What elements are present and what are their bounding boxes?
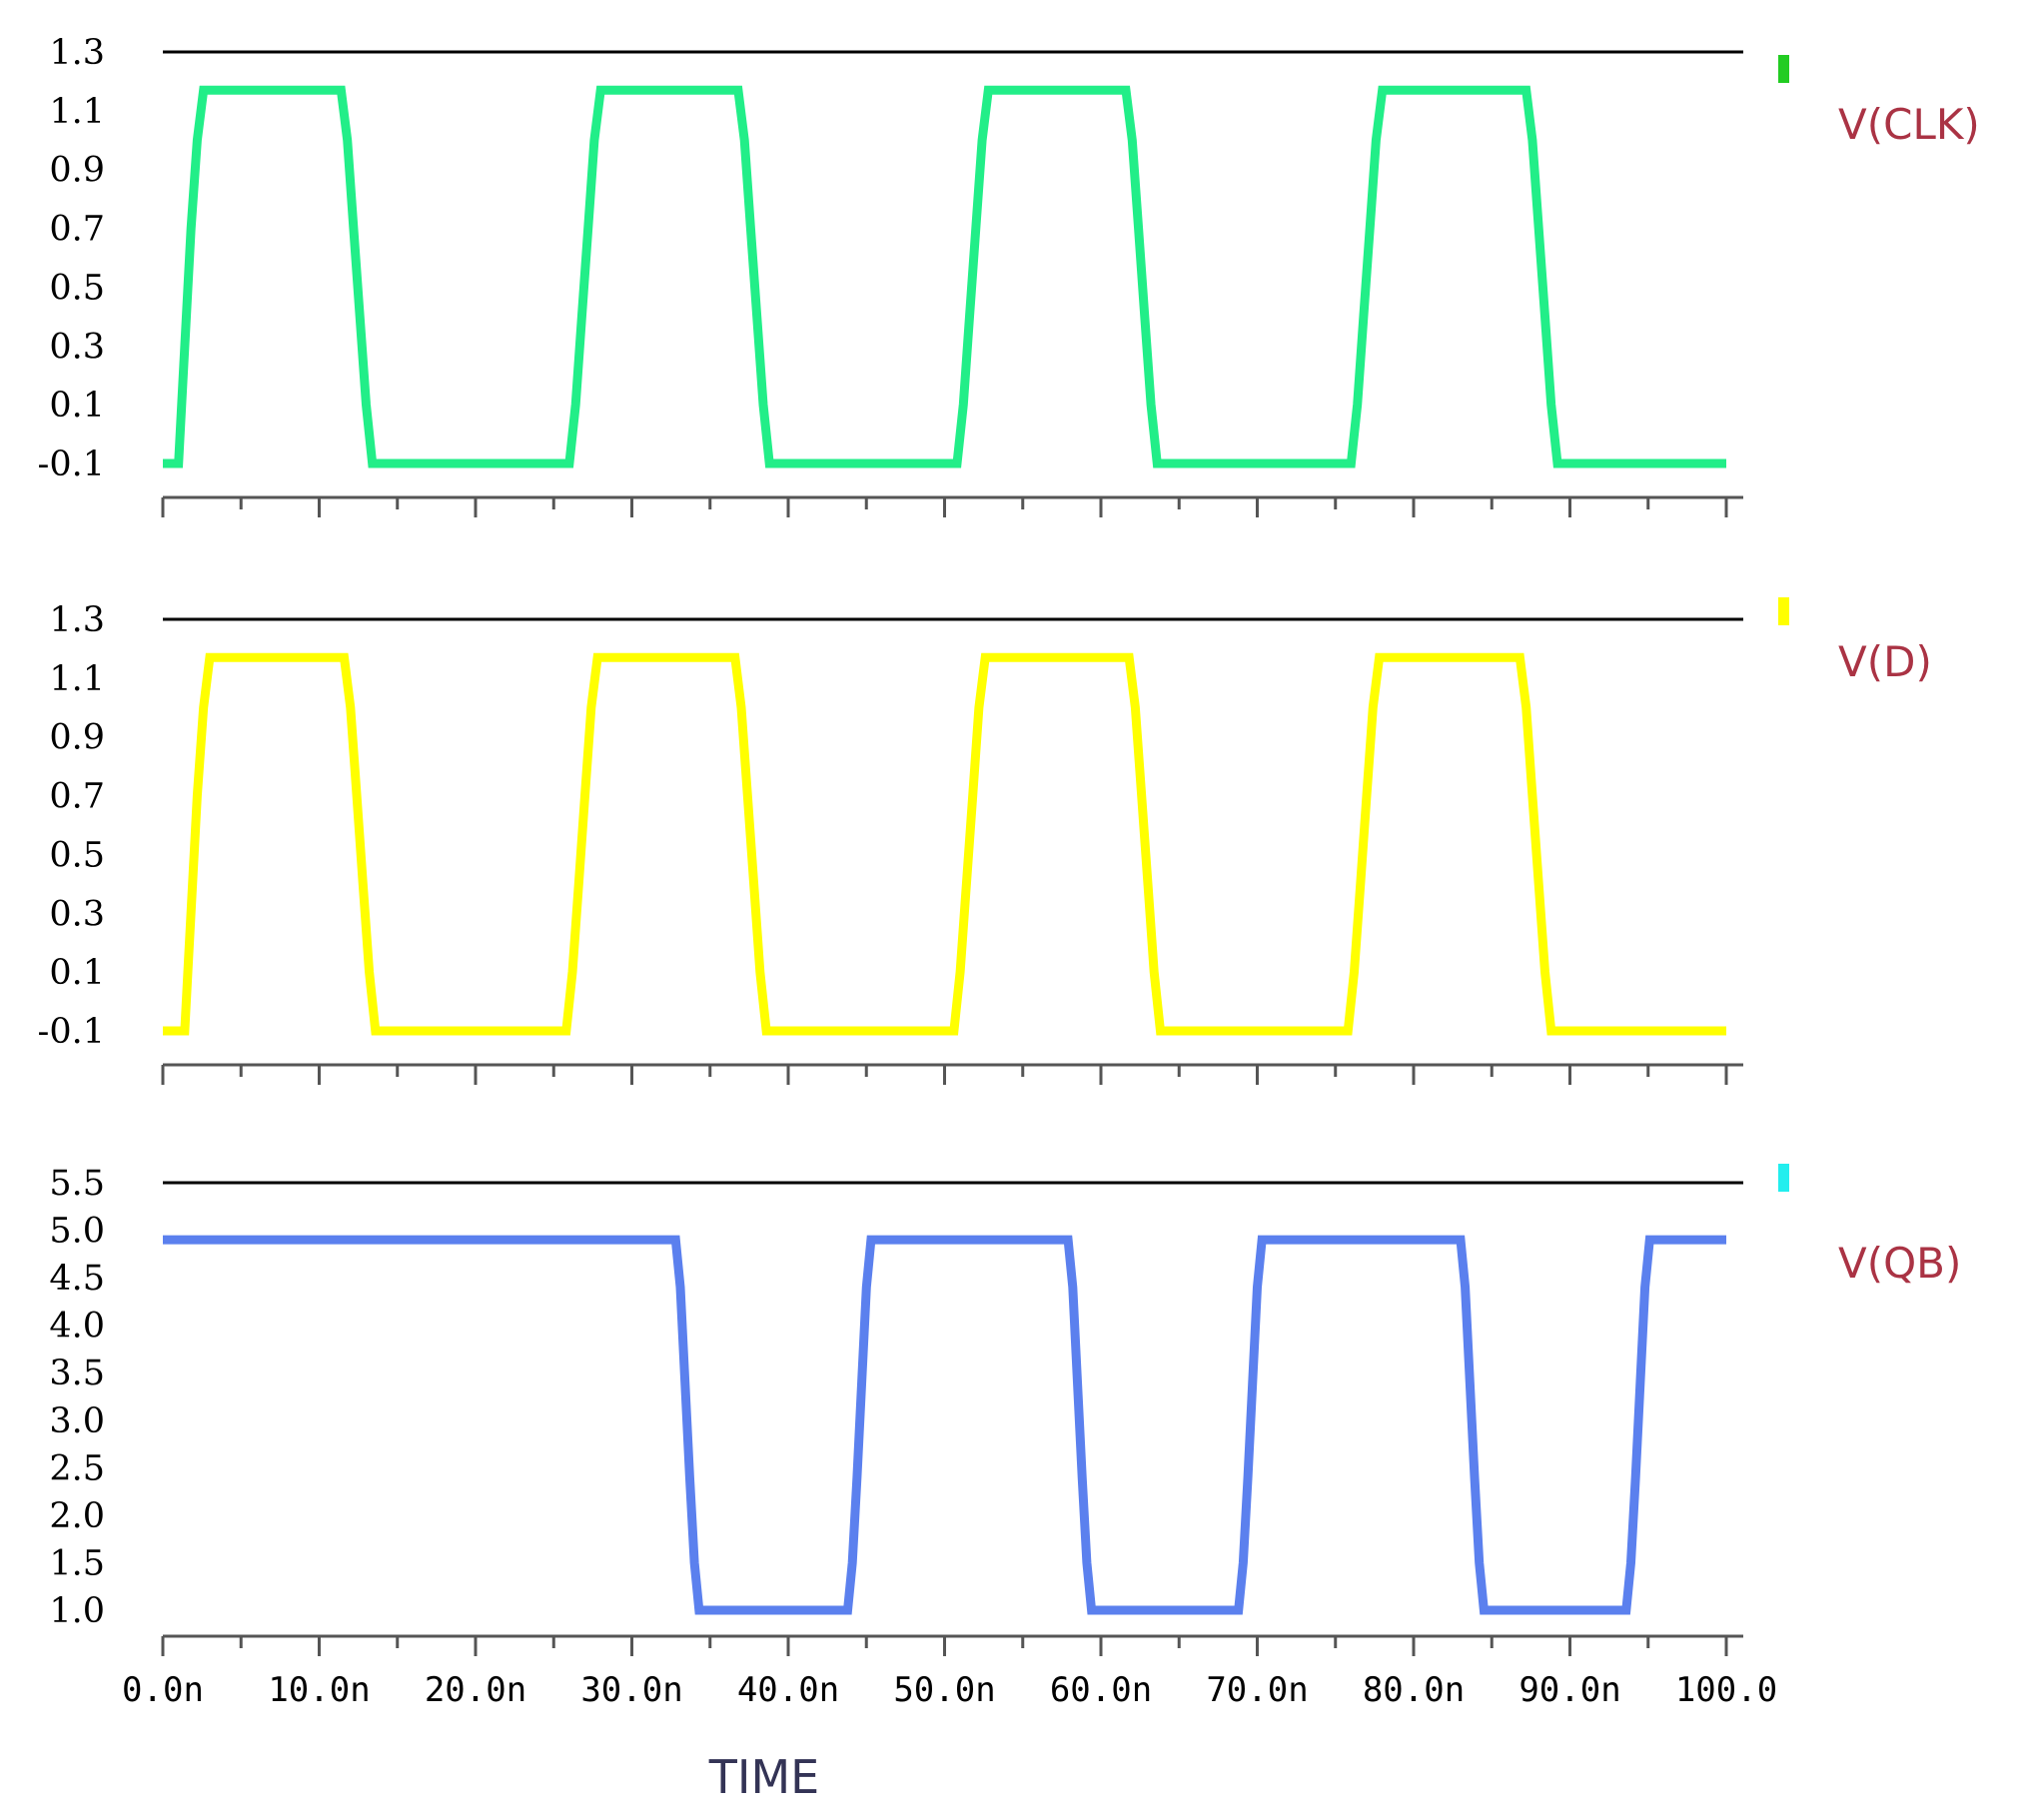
x-tick-label: 80.0n (1363, 1670, 1465, 1710)
y-tick-label: 0.3 (49, 894, 105, 934)
x-tick-label: 20.0n (425, 1670, 526, 1710)
y-tick-label: 0.3 (49, 327, 105, 367)
y-tick-label: 1.0 (49, 1591, 105, 1631)
y-tick-label: 1.1 (49, 659, 105, 699)
y-tick-label: 1.1 (49, 92, 105, 132)
y-tick-label: 1.5 (49, 1543, 105, 1583)
x-tick-label: 100.0 (1675, 1670, 1777, 1710)
legend-marker (1778, 1164, 1789, 1192)
y-tick-label: 0.9 (49, 718, 105, 758)
x-tick-label: 10.0n (268, 1670, 370, 1710)
y-tick-label: 0.5 (49, 835, 105, 875)
plot-panels: 1.3 1.1 0.9 0.7 0.5 0.3 0.1 -0.1 V(CLK) 1.3 1.1 0.9… (38, 33, 1980, 1710)
y-tick-label: 1.3 (49, 600, 105, 640)
y-tick-label: -0.1 (38, 445, 106, 484)
legend-label: V(CLK) (1838, 100, 1980, 149)
y-tick-label: -0.1 (38, 1012, 106, 1052)
x-tick-label: 0.0n (122, 1670, 204, 1710)
y-tick-label: 3.5 (49, 1354, 105, 1393)
y-tick-label: 0.7 (49, 777, 105, 817)
x-tick-label: 70.0n (1206, 1670, 1308, 1710)
legend-marker (1778, 55, 1789, 83)
series-line-vclk (163, 85, 1726, 468)
legend-label: V(D) (1838, 637, 1932, 686)
panel-2: 1.3 1.1 0.9 0.7 0.5 0.3 0.1 -0.1 V(D) (38, 597, 1932, 1085)
y-tick-label: 0.1 (49, 953, 105, 993)
legend-marker (1778, 597, 1789, 625)
y-tick-label: 0.7 (49, 210, 105, 250)
x-axis-title: TIME (708, 1750, 819, 1804)
x-tick-label: 90.0n (1518, 1670, 1620, 1710)
panel-1: 1.3 1.1 0.9 0.7 0.5 0.3 0.1 -0.1 V(CLK) (38, 33, 1980, 517)
y-tick-label: 0.5 (49, 268, 105, 308)
y-tick-label: 1.3 (49, 33, 105, 73)
x-tick-label: 60.0n (1050, 1670, 1152, 1710)
series-line-vd (163, 652, 1726, 1036)
y-tick-label: 0.1 (49, 386, 105, 426)
y-tick-label: 5.5 (49, 1164, 105, 1204)
x-tick-label: 40.0n (737, 1670, 839, 1710)
y-tick-label: 3.0 (49, 1401, 105, 1441)
series-line-vqb (163, 1235, 1726, 1615)
x-tick-label: 30.0n (580, 1670, 682, 1710)
panel-3: 5.5 5.0 4.5 4.0 3.5 3.0 2.5 2.0 1.5 1.0 0.0n 10.0n 2… (49, 1164, 1961, 1710)
x-tick-label: 50.0n (893, 1670, 995, 1710)
y-tick-label: 4.5 (49, 1259, 105, 1299)
y-tick-label: 5.0 (49, 1212, 105, 1252)
y-tick-label: 2.0 (49, 1496, 105, 1536)
y-tick-label: 0.9 (49, 151, 105, 191)
y-tick-label: 4.0 (49, 1307, 105, 1347)
y-tick-label: 2.5 (49, 1448, 105, 1488)
legend-label: V(QB) (1838, 1239, 1961, 1288)
